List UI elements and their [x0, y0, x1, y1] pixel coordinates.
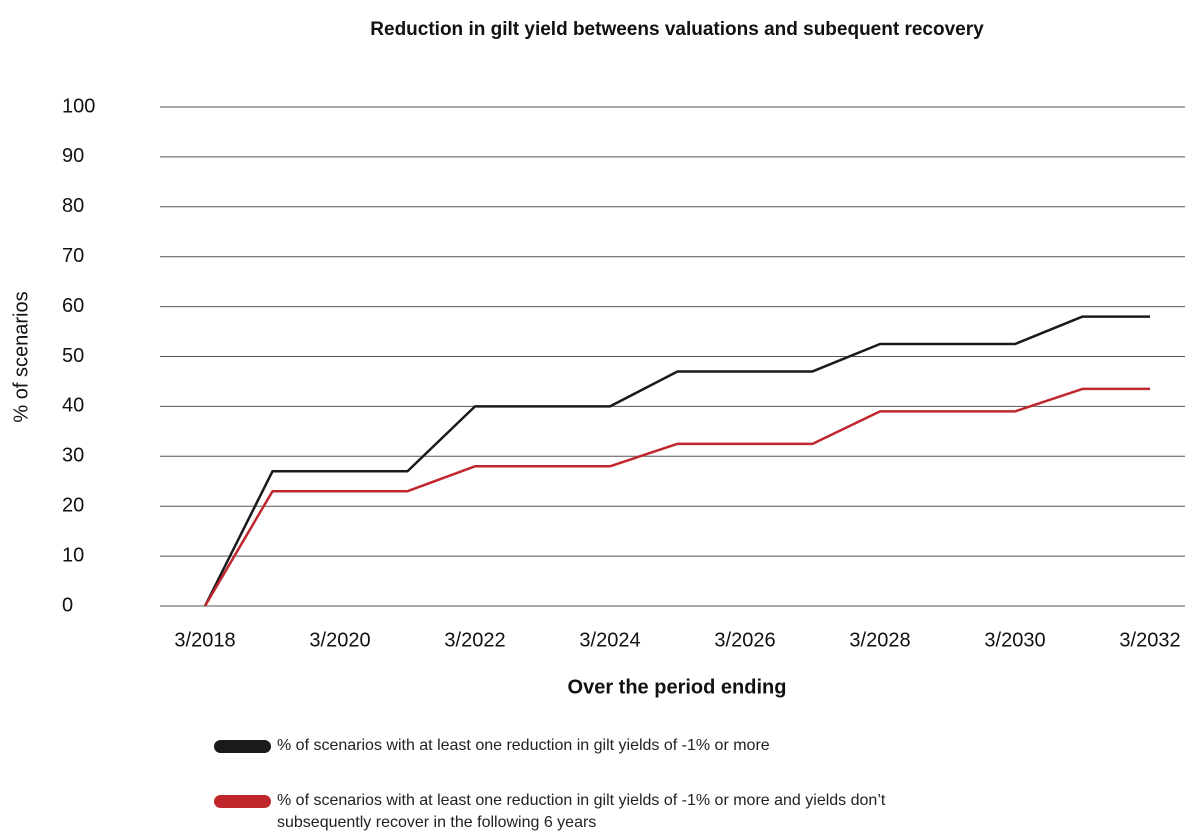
legend-item: % of scenarios with at least one reducti…	[214, 790, 977, 834]
y-tick-label: 50	[62, 345, 84, 367]
x-tick-label: 3/2030	[984, 629, 1045, 651]
y-tick-label: 60	[62, 295, 84, 317]
x-tick-label: 3/2020	[309, 629, 370, 651]
legend-item: % of scenarios with at least one reducti…	[214, 735, 977, 757]
y-tick-label: 0	[62, 594, 73, 616]
legend-label: % of scenarios with at least one reducti…	[277, 737, 770, 754]
x-axis-label: Over the period ending	[568, 676, 787, 698]
y-tick-label: 70	[62, 245, 84, 267]
chart: Reduction in gilt yield betweens valuati…	[10, 19, 1185, 698]
y-tick-label: 30	[62, 445, 84, 467]
y-tick-label: 90	[62, 145, 84, 167]
y-axis-label: % of scenarios	[10, 291, 32, 422]
series-line	[203, 387, 1150, 607]
x-tick-label: 3/2026	[714, 629, 775, 651]
chart-title: Reduction in gilt yield betweens valuati…	[370, 19, 984, 40]
x-tick-label: 3/2024	[579, 629, 640, 651]
y-tick-label: 40	[62, 395, 84, 417]
x-tick-label: 3/2018	[174, 629, 235, 651]
series-line	[203, 315, 1150, 607]
legend-swatch	[214, 740, 271, 753]
x-tick-label: 3/2022	[444, 629, 505, 651]
y-tick-label: 80	[62, 195, 84, 217]
legend-swatch	[214, 795, 271, 808]
y-tick-label: 10	[62, 544, 84, 566]
x-tick-label: 3/2028	[849, 629, 910, 651]
x-tick-label: 3/2032	[1119, 629, 1180, 651]
y-tick-label: 100	[62, 95, 95, 117]
y-tick-label: 20	[62, 494, 84, 516]
legend-label: % of scenarios with at least one reducti…	[277, 792, 886, 831]
